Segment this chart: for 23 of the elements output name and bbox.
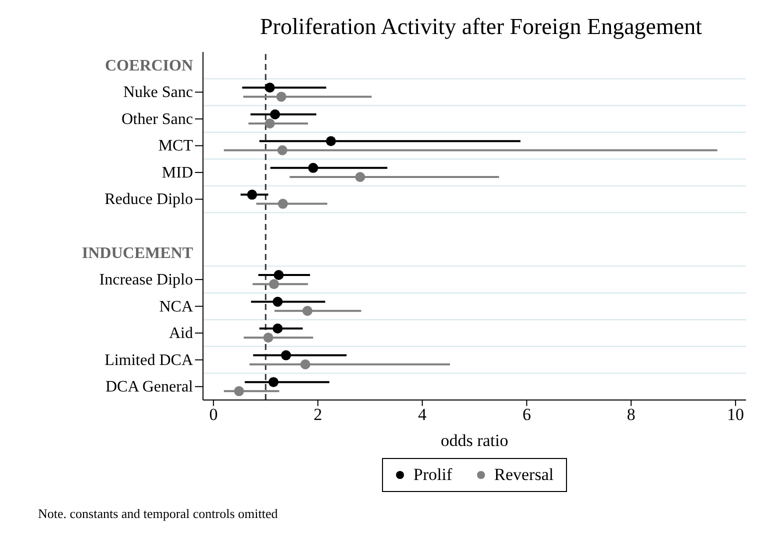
x-tick-label: 6 <box>522 405 531 424</box>
y-tick-label: Reduce Diplo <box>104 191 193 208</box>
x-axis-title: odds ratio <box>440 431 508 450</box>
y-tick-label: NCA <box>159 298 194 316</box>
x-tick-label: 2 <box>314 405 322 424</box>
y-tick-label: MID <box>162 164 193 182</box>
chart-title: Proliferation Activity after Foreign Engagement <box>259 13 703 41</box>
legend-label: Prolif <box>412 465 452 485</box>
y-tick-label: MCT <box>158 138 194 155</box>
y-tick-label: Other Sanc <box>121 110 193 128</box>
x-tick-label: 8 <box>626 405 636 424</box>
legend-label: Reversal <box>493 465 554 485</box>
x-tick-label: 4 <box>418 405 428 424</box>
text: Note. constants and temporal controls omitted <box>38 506 279 522</box>
y-tick-label: Nuke Sanc <box>123 84 193 102</box>
y-tick-label: INDUCEMENT <box>82 244 194 262</box>
y-tick-label: DCA General <box>105 378 194 396</box>
x-tick-label: 10 <box>727 405 744 424</box>
y-tick-label: Aid <box>169 325 193 342</box>
y-tick-label: Increase Diplo <box>99 272 193 289</box>
x-tick-label: 0 <box>209 405 218 424</box>
y-tick-label: Limited DCA <box>104 352 194 369</box>
y-tick-label: COERCION <box>104 57 194 74</box>
